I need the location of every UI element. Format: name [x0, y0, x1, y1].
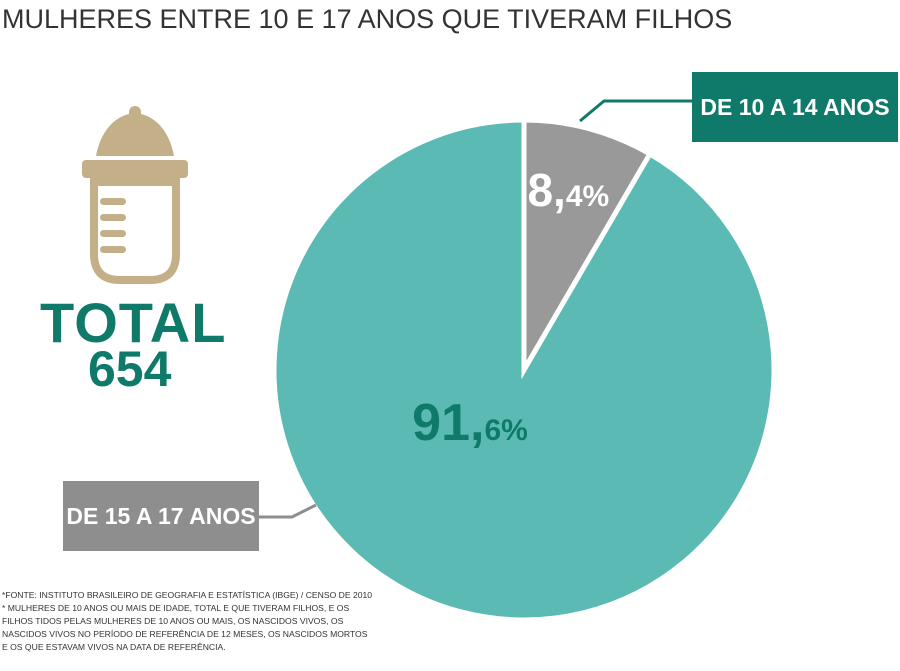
leader-line-10-14	[579, 99, 692, 123]
baby-bottle-icon	[82, 106, 188, 284]
slice-label-15-17: DE 15 A 17 ANOS	[63, 481, 259, 551]
chart-title: MULHERES ENTRE 10 E 17 ANOS QUE TIVERAM …	[2, 4, 733, 34]
data-label: 8,4%	[527, 164, 609, 216]
pie-slice	[271, 117, 777, 623]
footnote-line: E OS QUE ESTAVAM VIVOS NA DATA DE REFERÊ…	[2, 642, 226, 652]
footnote: *FONTE: INSTITUTO BRASILEIRO DE GEOGRAFI…	[2, 589, 382, 654]
leader-line-15-17	[259, 503, 317, 519]
footnote-line: *FONTE: INSTITUTO BRASILEIRO DE GEOGRAFI…	[2, 590, 373, 600]
total-label: TOTAL	[40, 291, 227, 354]
slice-label-10-14: DE 10 A 14 ANOS	[692, 72, 898, 142]
footnote-line: NASCIDOS VIVOS NO PERÍODO DE REFERÊNCIA …	[2, 629, 368, 639]
pie-slice	[521, 117, 654, 380]
footnote-line: FILHOS TIDOS PELAS MULHERES DE 10 ANOS O…	[2, 616, 344, 626]
total-value: 654	[88, 341, 172, 397]
footnote-line: * MULHERES DE 10 ANOS OU MAIS DE IDADE, …	[2, 603, 350, 613]
data-label: 91,6%	[412, 394, 528, 452]
